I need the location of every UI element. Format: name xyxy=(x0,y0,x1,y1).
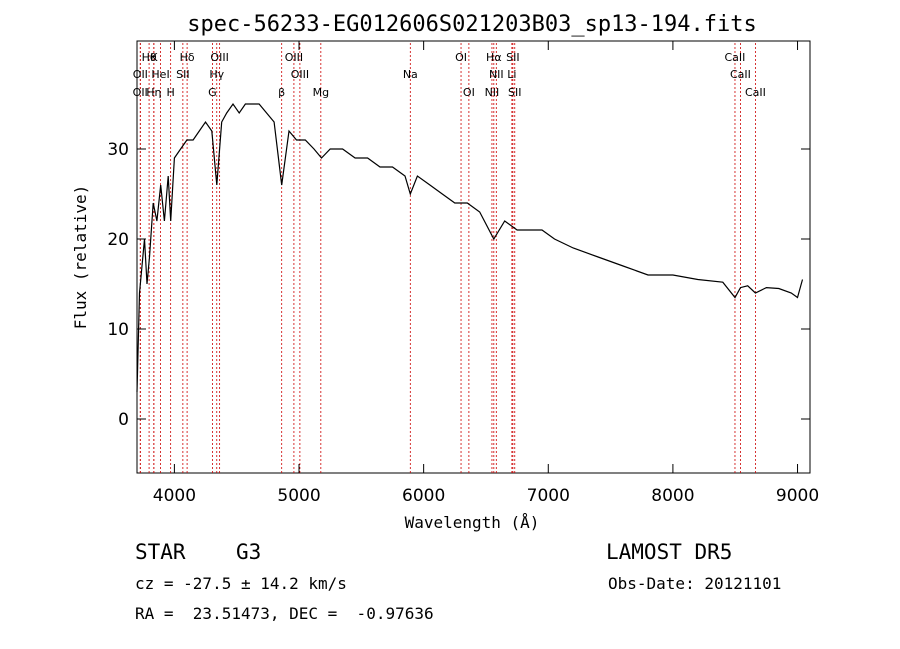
reference-line-label: CaII xyxy=(725,51,746,64)
x-tick-label: 4000 xyxy=(153,486,196,506)
x-tick-label: 5000 xyxy=(277,486,320,506)
observation-date: Obs-Date: 20121101 xyxy=(608,574,782,593)
chart-title: spec-56233-EG012606S021203B03_sp13-194.f… xyxy=(187,12,757,37)
reference-line-label: OI xyxy=(463,86,475,99)
reference-line-label: OIII xyxy=(285,51,303,64)
reference-line-label: CaII xyxy=(745,86,766,99)
reference-line-label: Li xyxy=(507,68,516,81)
reference-line-label: SII xyxy=(506,51,519,64)
reference-line-label: CaII xyxy=(730,68,751,81)
reference-line-label: OII xyxy=(133,68,148,81)
reference-line-label: β xyxy=(278,86,285,99)
x-tick-label: 7000 xyxy=(527,486,570,506)
reference-line-labels: HθK Hδ OIII OIII OI Hα SII CaII OII HeI SII Hγ OIII N… xyxy=(133,51,766,99)
object-type: STAR xyxy=(135,540,186,564)
x-axis-ticks: 4000 5000 6000 7000 8000 9000 xyxy=(153,41,819,506)
reference-line-label: G xyxy=(208,86,217,99)
reference-line-label: Hγ xyxy=(209,68,224,81)
y-axis-ticks: 0 10 20 30 xyxy=(107,140,810,430)
reference-line-label: NII xyxy=(485,86,500,99)
reference-line-label: Mg xyxy=(313,86,329,99)
reference-line-label: Hθ xyxy=(142,51,157,64)
survey-name: LAMOST DR5 xyxy=(606,540,733,564)
object-subclass: G3 xyxy=(236,540,262,564)
reference-line-label: Hα xyxy=(486,51,502,64)
x-tick-label: 6000 xyxy=(402,486,445,506)
reference-line-label: HeI xyxy=(151,68,169,81)
sky-coordinates: RA = 23.51473, DEC = -0.97636 xyxy=(135,604,434,623)
redshift-velocity: cz = -27.5 ± 14.2 km/s xyxy=(135,574,347,593)
plot-frame xyxy=(136,40,811,474)
reference-line-label: OI xyxy=(455,51,467,64)
reference-line-label: Na xyxy=(403,68,418,81)
reference-line-label: SII xyxy=(508,86,521,99)
reference-line-label: OII xyxy=(133,86,148,99)
spectrum-line xyxy=(136,102,804,393)
reference-lines xyxy=(139,43,756,473)
reference-line-label: SII xyxy=(176,68,189,81)
reference-line-label: OIII xyxy=(291,68,309,81)
reference-line-label: OIII xyxy=(210,51,228,64)
x-tick-label: 8000 xyxy=(651,486,694,506)
reference-line-label: Hδ xyxy=(180,51,195,64)
reference-line-label: Hη xyxy=(146,86,161,99)
y-tick-label: 10 xyxy=(107,320,129,340)
reference-line-label: K xyxy=(150,51,158,64)
reference-line-label: NII xyxy=(489,68,504,81)
y-tick-label: 30 xyxy=(107,140,129,160)
reference-line-label: H xyxy=(167,86,175,99)
y-tick-label: 20 xyxy=(107,230,129,250)
x-tick-label: 9000 xyxy=(776,486,819,506)
x-axis-label: Wavelength (Å) xyxy=(405,513,540,532)
y-axis-label: Flux (relative) xyxy=(71,185,90,330)
y-tick-label: 0 xyxy=(118,410,129,430)
